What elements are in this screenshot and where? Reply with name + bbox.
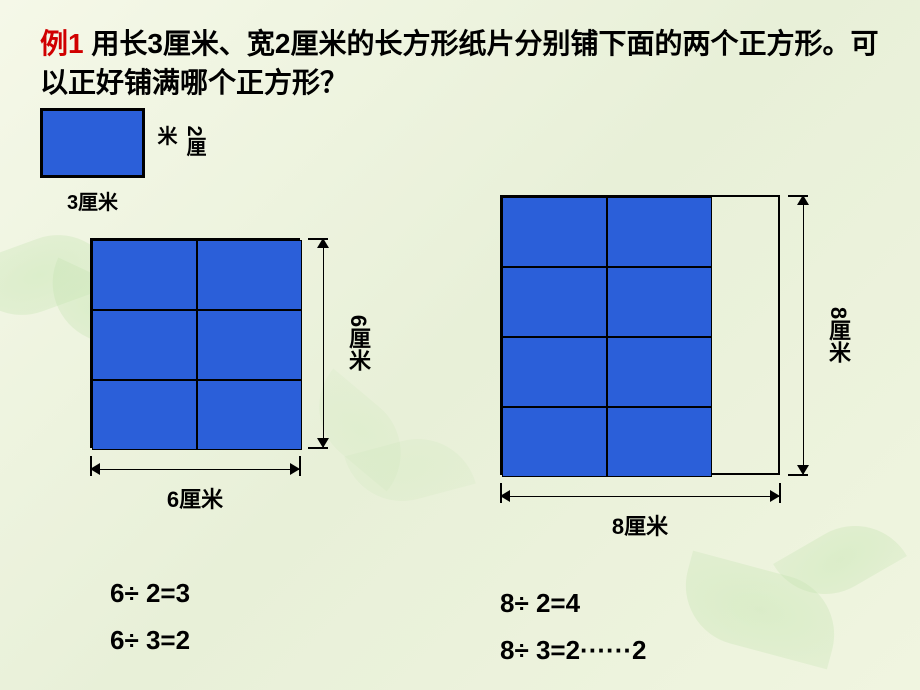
- tile-width-label: 3厘米: [40, 186, 145, 215]
- tile-cell: [607, 267, 712, 337]
- tile-cell: [502, 197, 607, 267]
- dim-label: 6厘米: [342, 315, 374, 371]
- equation-line: 8÷ 3=2······2: [500, 627, 646, 674]
- equation-line: 6÷ 2=3: [110, 570, 190, 617]
- dim-label: 8厘米: [822, 307, 854, 363]
- tile-cell: [607, 337, 712, 407]
- problem-body: 用长3厘米、宽2厘米的长方形纸片分别铺下面的两个正方形。可以正好铺满哪个正方形？: [40, 28, 879, 98]
- tile-cell: [92, 310, 197, 380]
- equations-right: 8÷ 2=4 8÷ 3=2······2: [500, 580, 646, 674]
- tile-cell: [92, 380, 197, 450]
- tile-cell: [607, 197, 712, 267]
- square-8cm-grid: [500, 195, 780, 475]
- equation-line: 8÷ 2=4: [500, 580, 646, 627]
- square-6cm-grid: [90, 238, 300, 448]
- tile-cell: [92, 240, 197, 310]
- dim-horizontal-6cm: 6厘米: [90, 452, 300, 486]
- tile-height-label: 2厘米: [151, 126, 209, 161]
- dim-label: 8厘米: [612, 509, 668, 541]
- dim-vertical-8cm: 8厘米: [786, 195, 820, 475]
- square-8cm-diagram: 8厘米 8厘米: [500, 195, 780, 475]
- equations-left: 6÷ 2=3 6÷ 3=2: [110, 570, 190, 664]
- tile-cell: [502, 337, 607, 407]
- example-label: 例1: [40, 28, 84, 59]
- dim-label: 6厘米: [167, 482, 223, 514]
- tile-rect: [40, 108, 145, 178]
- dim-horizontal-8cm: 8厘米: [500, 479, 780, 513]
- small-tile: 3厘米 2厘米: [40, 108, 145, 178]
- equation-line: 6÷ 3=2: [110, 617, 190, 664]
- tile-cell: [197, 240, 302, 310]
- square-6cm-diagram: 6厘米 6厘米: [90, 238, 300, 448]
- problem-text: 例1 用长3厘米、宽2厘米的长方形纸片分别铺下面的两个正方形。可以正好铺满哪个正…: [40, 24, 880, 102]
- tile-cell: [607, 407, 712, 477]
- tile-cell: [502, 407, 607, 477]
- tile-cell: [197, 310, 302, 380]
- dim-vertical-6cm: 6厘米: [306, 238, 340, 448]
- tile-cell: [502, 267, 607, 337]
- tile-cell: [197, 380, 302, 450]
